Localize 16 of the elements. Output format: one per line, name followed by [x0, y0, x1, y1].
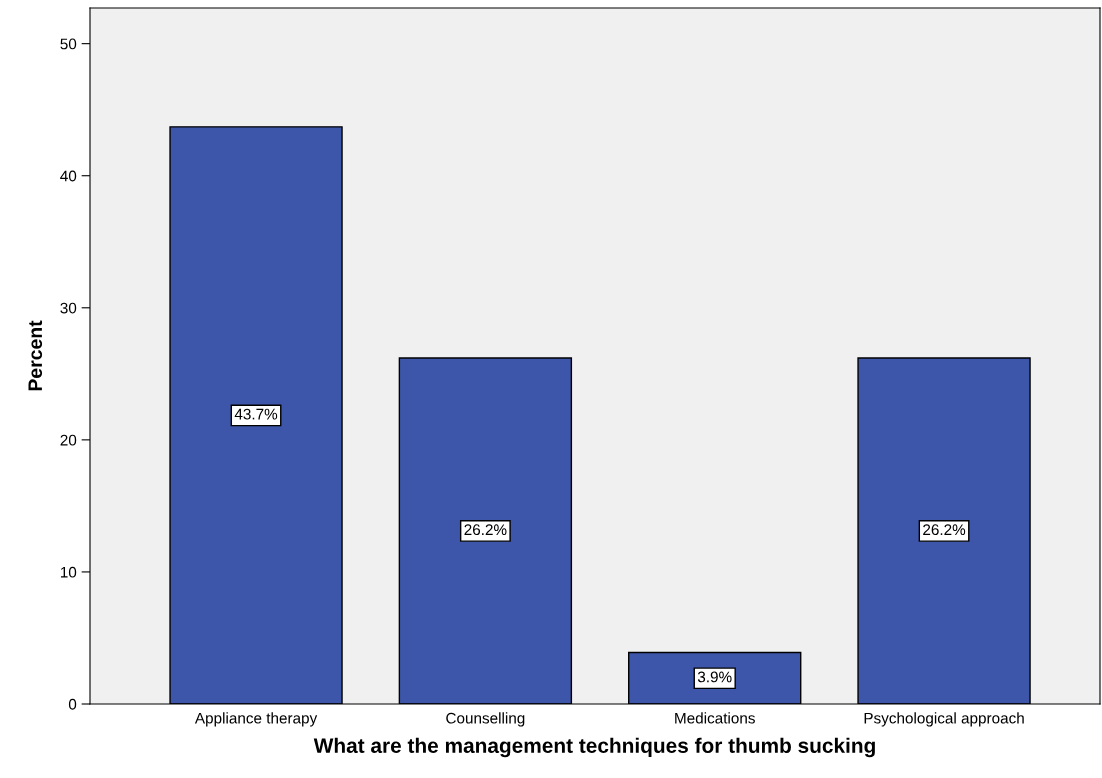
- data-label: 43.7%: [234, 408, 278, 420]
- data-label: 3.9%: [697, 671, 732, 683]
- y-tick-label: 10: [60, 566, 77, 578]
- y-axis-title: Percent: [28, 320, 43, 391]
- x-tick-label: Medications: [675, 712, 755, 724]
- data-label: 26.2%: [923, 524, 966, 536]
- y-tick-label: 50: [60, 38, 77, 50]
- data-label: 26.2%: [464, 524, 507, 536]
- x-tick-label: Counselling: [446, 712, 525, 727]
- y-tick-label: 30: [60, 302, 77, 314]
- y-tick-label: 0: [68, 698, 77, 710]
- x-tick-label: Appliance therapy: [194, 712, 318, 727]
- x-tick-label: Psychological approach: [864, 712, 1024, 727]
- x-axis-title: What are the management techniques for thumb sucking: [313, 737, 875, 758]
- y-tick-label: 40: [60, 170, 77, 182]
- y-tick-label: 20: [60, 434, 77, 446]
